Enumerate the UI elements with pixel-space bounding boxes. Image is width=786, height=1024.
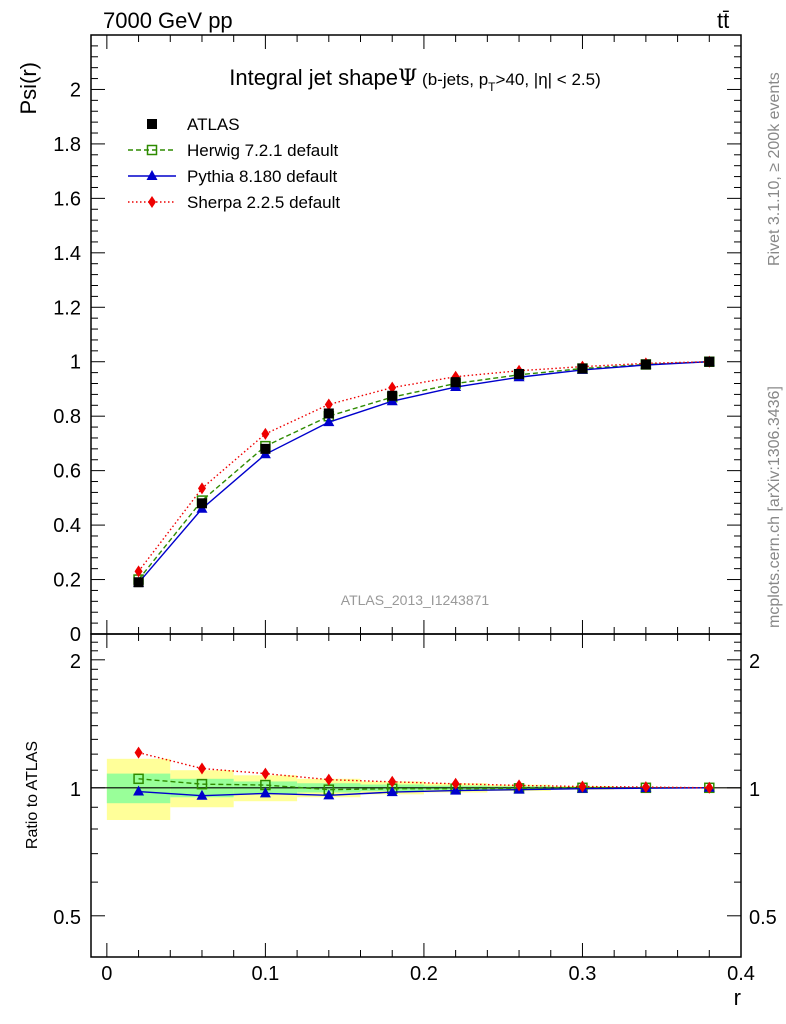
legend-label: Herwig 7.2.1 default <box>187 141 338 160</box>
ratio-ytick-label: 2 <box>70 651 81 673</box>
ratio-xtick-label: 0.2 <box>410 963 438 985</box>
main-data-point <box>261 427 270 440</box>
main-ytick-label: 2 <box>70 79 81 101</box>
main-data-point <box>260 443 271 454</box>
ratio-series-line <box>138 787 710 797</box>
ratio-xtick-label: 0.3 <box>569 963 597 985</box>
ratio-data-point <box>261 767 270 780</box>
ratio-ytick-label-right: 1 <box>749 779 760 801</box>
main-series-line <box>138 361 710 584</box>
legend-label: Pythia 8.180 default <box>187 167 338 186</box>
main-ytick-label: 1.2 <box>53 297 81 319</box>
main-ytick-label: 1.6 <box>53 188 81 210</box>
main-data-point <box>133 577 144 588</box>
ratio-data-point <box>386 786 398 797</box>
ratio-data-point <box>196 789 208 800</box>
main-data-point <box>450 377 461 388</box>
ratio-ytick-label: 1 <box>70 779 81 801</box>
main-data-point <box>324 398 333 411</box>
legend-marker <box>147 119 157 129</box>
legend-marker <box>146 170 158 180</box>
ratio-data-point <box>133 785 145 796</box>
ratio-ylabel: Ratio to ATLAS <box>24 741 41 849</box>
ratio-xtick-label: 0.1 <box>251 963 279 985</box>
legend-marker <box>146 144 158 156</box>
main-data-point <box>640 359 651 370</box>
main-data-point <box>197 482 206 495</box>
ratio-data-point <box>578 780 587 793</box>
main-ytick-label: 1 <box>70 352 81 374</box>
ratio-xtick-label: 0.4 <box>727 963 755 985</box>
main-ytick-label: 0.6 <box>53 461 81 483</box>
legend-marker <box>148 196 156 208</box>
ratio-data-point <box>259 787 271 798</box>
chart-title: Integral jet shapeΨ (b-jets, pT>40, |η| … <box>229 65 601 94</box>
main-ytick-label: 0 <box>70 624 81 646</box>
ratio-data-point <box>323 789 335 800</box>
ratio-data-point <box>451 777 460 790</box>
ratio-xlabel: r <box>734 985 741 1010</box>
main-data-point <box>323 408 334 419</box>
ratio-panel: 0.5 0.5 1 1 2 2 0 0.1 0.2 0.3 0.4 Ratio to ATLAS r <box>24 633 777 1010</box>
main-ytick-label: 1.8 <box>53 134 81 156</box>
main-ytick-label: 0.4 <box>53 515 81 537</box>
main-ytick-label: 1.4 <box>53 243 81 265</box>
ratio-data-point <box>388 775 397 788</box>
ratio-data-point <box>641 781 650 794</box>
main-ytick-label: 0.2 <box>53 570 81 592</box>
analysis-watermark: ATLAS_2013_I1243871 <box>341 592 490 608</box>
ratio-frame <box>90 633 742 958</box>
ratio-data-point <box>197 762 206 775</box>
ratio-data-point <box>134 746 143 759</box>
main-series-line <box>138 361 710 580</box>
collision-energy-label: 7000 GeV pp <box>103 8 233 33</box>
main-data-point <box>196 498 207 509</box>
main-series-line <box>138 361 710 572</box>
main-data-point <box>577 363 588 374</box>
ratio-data-point <box>515 779 524 792</box>
legend-label: Sherpa 2.2.5 default <box>187 193 340 212</box>
process-label: tt̄ <box>717 8 730 33</box>
ratio-series-line <box>138 751 710 789</box>
main-data-point <box>514 368 525 379</box>
main-data-point <box>704 356 715 367</box>
main-data-point <box>134 565 143 578</box>
ratio-data-point <box>196 778 208 790</box>
ratio-xtick-label: 0 <box>101 963 112 985</box>
main-data-point <box>387 390 398 401</box>
ratio-ytick-label: 0.5 <box>53 907 81 929</box>
ratio-data-point <box>705 781 714 794</box>
ratio-data-point <box>324 773 333 786</box>
ratio-data-point <box>133 773 144 785</box>
main-ylabel: Psi(r) <box>16 62 41 115</box>
main-panel: 0 0.2 0.4 0.6 0.8 1 1.2 1.4 1.6 1.8 2 Psi(r) Integra… <box>16 34 742 646</box>
legend-label: ATLAS <box>187 115 240 134</box>
main-ytick-label: 0.8 <box>53 406 81 428</box>
ratio-ytick-label-right: 0.5 <box>749 907 777 929</box>
main-data-point <box>323 416 335 427</box>
main-data-point <box>388 381 397 394</box>
ratio-ytick-label-right: 2 <box>749 651 760 673</box>
